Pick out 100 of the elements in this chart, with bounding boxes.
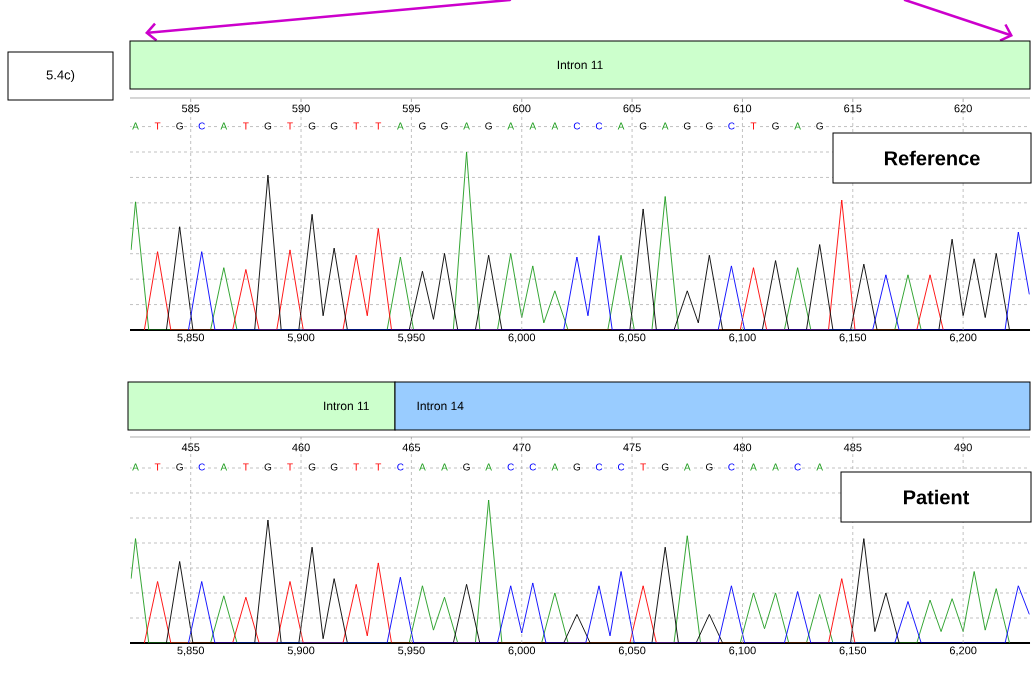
text: A xyxy=(220,463,228,471)
text: G xyxy=(573,463,581,471)
x2-tick-label: 605 xyxy=(623,104,641,113)
x-tick-label: 5,850 xyxy=(177,333,205,343)
text: A xyxy=(794,122,801,130)
x2-tick-label: 475 xyxy=(623,443,641,452)
text: A xyxy=(485,463,492,471)
text: A xyxy=(617,122,625,130)
text: A xyxy=(220,122,228,130)
text: C xyxy=(728,463,735,471)
text: C xyxy=(529,463,537,471)
text: A xyxy=(397,122,404,130)
text: T xyxy=(154,463,161,471)
text: G xyxy=(264,463,272,471)
text: G xyxy=(705,463,713,471)
x2-tick-label: 595 xyxy=(402,104,421,113)
text: G xyxy=(419,122,426,130)
text: A xyxy=(551,463,559,471)
x2-tick-label: 585 xyxy=(181,104,200,113)
text: A xyxy=(816,463,823,471)
x-tick-label: 6,150 xyxy=(839,333,867,343)
x-tick-label: 6,150 xyxy=(839,646,867,656)
text: G xyxy=(330,122,338,130)
text: A xyxy=(683,463,691,471)
text: G xyxy=(639,122,647,130)
text: A xyxy=(463,122,470,130)
text: A xyxy=(132,122,139,130)
text: T xyxy=(375,463,382,471)
x2-tick-label: 485 xyxy=(843,443,862,452)
text: A xyxy=(661,122,669,130)
text: C xyxy=(595,463,603,471)
x-tick-label: 5,900 xyxy=(287,333,315,343)
text: G xyxy=(661,463,669,471)
text: C xyxy=(507,463,514,471)
x2-tick-label: 620 xyxy=(954,104,972,113)
annotation: Reference xyxy=(884,150,980,166)
x2-tick-label: 465 xyxy=(402,443,421,452)
text: Intron 11 xyxy=(324,401,369,411)
text: G xyxy=(308,122,316,130)
text: T xyxy=(353,463,360,471)
annotation: Patient xyxy=(904,489,970,505)
x2-tick-label: 455 xyxy=(181,443,200,452)
x-tick-label: 6,000 xyxy=(508,646,536,656)
text: G xyxy=(683,122,691,130)
text: A xyxy=(750,463,757,471)
x-tick-label: 6,100 xyxy=(729,646,756,656)
x2-tick-label: 600 xyxy=(513,104,531,113)
text: G xyxy=(441,122,448,130)
text: A xyxy=(551,122,559,130)
text: T xyxy=(353,122,360,130)
text: C xyxy=(397,463,404,471)
x-tick-label: 6,100 xyxy=(729,333,756,343)
text: A xyxy=(507,122,515,130)
text: C xyxy=(198,463,205,471)
x2-tick-label: 490 xyxy=(954,443,972,452)
text: Intron 14 xyxy=(417,401,464,411)
x-tick-label: 6,200 xyxy=(949,333,977,343)
text: 5.4c) xyxy=(46,69,75,83)
text: Intron 11 xyxy=(557,60,603,70)
text: G xyxy=(264,122,272,130)
text: G xyxy=(330,463,338,471)
text: G xyxy=(705,122,713,130)
text: G xyxy=(485,122,492,130)
text: G xyxy=(772,122,779,130)
text: T xyxy=(287,122,293,130)
text: A xyxy=(132,463,139,471)
text: C xyxy=(617,463,625,471)
text: C xyxy=(595,122,603,130)
text: T xyxy=(243,463,249,471)
text: A xyxy=(419,463,426,471)
text: A xyxy=(441,463,448,471)
text: G xyxy=(463,463,470,471)
x2-tick-label: 610 xyxy=(733,104,752,113)
x-tick-label: 5,850 xyxy=(177,646,205,656)
text: A xyxy=(529,122,537,130)
text: T xyxy=(287,463,293,471)
x2-tick-label: 480 xyxy=(733,443,752,452)
text: T xyxy=(750,122,757,130)
x2-tick-label: 590 xyxy=(292,104,310,113)
x-tick-label: 5,950 xyxy=(398,646,425,656)
text: C xyxy=(794,463,801,471)
text: G xyxy=(176,463,183,471)
x2-tick-label: 460 xyxy=(292,443,310,452)
x-tick-label: 5,900 xyxy=(287,646,315,656)
text: G xyxy=(176,122,183,130)
text: A xyxy=(772,463,779,471)
text: T xyxy=(375,122,382,130)
x2-tick-label: 470 xyxy=(512,443,531,452)
x-tick-label: 6,050 xyxy=(618,333,646,343)
x-tick-label: 6,200 xyxy=(949,646,977,656)
text: T xyxy=(640,463,646,471)
text: G xyxy=(308,463,316,471)
text: G xyxy=(816,122,823,130)
text: T xyxy=(154,122,161,130)
x2-tick-label: 615 xyxy=(844,104,862,113)
text: T xyxy=(243,122,249,130)
text: C xyxy=(573,122,581,130)
x-tick-label: 5,950 xyxy=(398,333,425,343)
text: C xyxy=(728,122,735,130)
x-tick-label: 6,050 xyxy=(618,646,646,656)
